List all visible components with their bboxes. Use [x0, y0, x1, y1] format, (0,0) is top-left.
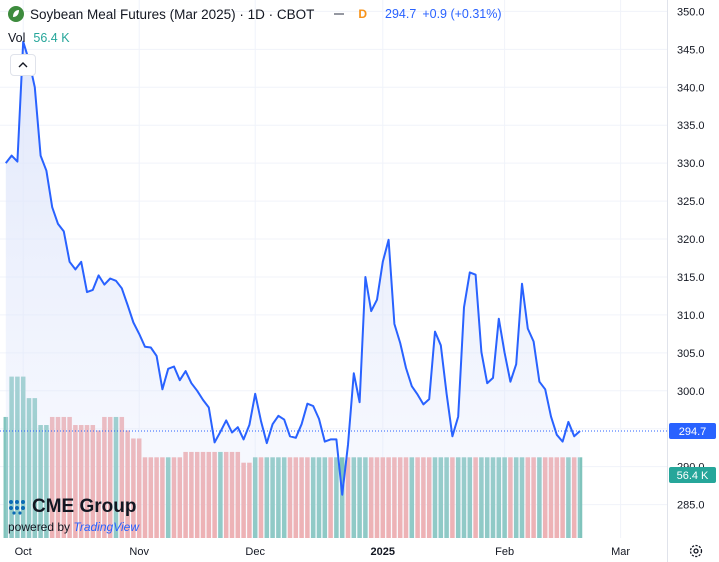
- chevron-up-icon: [18, 62, 28, 68]
- y-tick-label: 310.0: [677, 310, 705, 322]
- y-tick-label: 305.0: [677, 348, 705, 360]
- y-tick-label: 320.0: [677, 234, 705, 246]
- volume-value: 56.4 K: [33, 31, 70, 45]
- x-tick-label: Nov: [129, 546, 149, 558]
- leaf-icon: [8, 6, 24, 22]
- x-tick-label: Oct: [15, 546, 32, 558]
- logo-powered-by: powered by: [8, 520, 71, 534]
- y-tick-label: 285.0: [677, 500, 705, 512]
- price-line: [5, 40, 581, 496]
- cme-tradingview-logo[interactable]: CME Group powered by TradingView: [8, 496, 139, 534]
- y-tick-label: 340.0: [677, 82, 705, 94]
- status-dash: [334, 13, 345, 15]
- last-price: 294.7: [385, 7, 417, 21]
- price-area: [5, 41, 581, 538]
- y-tick-label: 325.0: [677, 196, 705, 208]
- volume-legend: Vol 56.4 K: [8, 31, 70, 45]
- y-tick-label: 330.0: [677, 158, 705, 170]
- logo-brand: CME Group: [32, 496, 137, 517]
- volume-badge-label: 56.4 K: [677, 470, 709, 482]
- y-tick-label: 300.0: [677, 386, 705, 398]
- logo-provider: TradingView: [73, 520, 139, 534]
- chart-header: Soybean Meal Futures (Mar 2025) · 1D · C…: [8, 6, 502, 22]
- x-tick-label: Feb: [495, 546, 514, 558]
- market-status-badge[interactable]: D: [358, 7, 368, 21]
- x-tick-label: Dec: [245, 546, 265, 558]
- symbol-title[interactable]: Soybean Meal Futures (Mar 2025) · 1D · C…: [30, 6, 315, 22]
- price-badge: [669, 423, 716, 440]
- x-tick-label: Mar: [611, 546, 630, 558]
- price-badge-label: 294.7: [679, 426, 707, 438]
- y-tick-label: 350.0: [677, 6, 705, 18]
- gear-icon[interactable]: [688, 543, 704, 559]
- price-change: +0.9 (+0.31%): [422, 7, 502, 21]
- y-tick-label: 315.0: [677, 272, 705, 284]
- y-tick-label: 335.0: [677, 120, 705, 132]
- x-tick-label: 2025: [371, 546, 395, 558]
- volume-badge: [669, 467, 716, 483]
- volume-label: Vol: [8, 31, 26, 45]
- collapse-legend-button[interactable]: [10, 54, 36, 76]
- y-tick-label: 345.0: [677, 44, 705, 56]
- cme-globe-icon: [9, 500, 25, 515]
